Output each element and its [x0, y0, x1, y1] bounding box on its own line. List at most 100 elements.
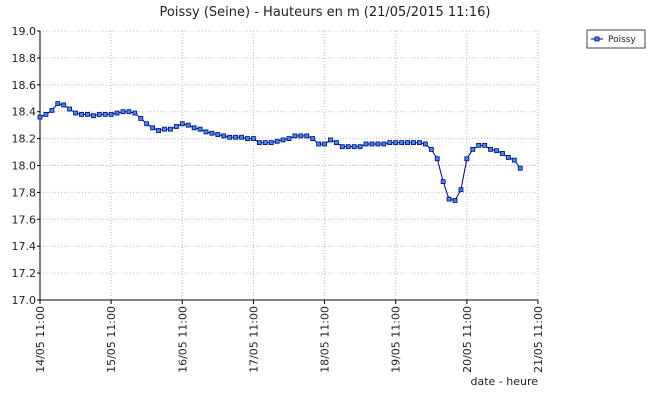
y-tick-label: 17.0 [12, 294, 37, 307]
data-point [138, 116, 144, 121]
data-point [488, 146, 493, 152]
data-point [245, 136, 250, 142]
data-point [334, 140, 339, 146]
data-point [73, 110, 78, 116]
data-point [369, 141, 375, 147]
data-point [156, 128, 161, 133]
data-point [227, 134, 233, 140]
data-point [79, 111, 84, 117]
data-point [37, 114, 43, 120]
data-point [61, 102, 67, 108]
y-tick-label: 17.4 [12, 240, 37, 253]
data-point [440, 179, 446, 185]
data-point [126, 109, 132, 115]
data-point [85, 111, 90, 117]
chart-title: Poissy (Seine) - Hauteurs en m (21/05/20… [160, 5, 491, 20]
data-point [120, 109, 126, 115]
data-point [144, 121, 150, 127]
data-point [345, 144, 351, 150]
data-point [203, 129, 209, 135]
data-point [375, 141, 381, 147]
data-point [381, 141, 387, 147]
data-point [351, 144, 357, 150]
data-point [209, 130, 215, 136]
y-tick-label: 18.4 [12, 106, 37, 119]
data-point [428, 146, 434, 152]
data-point [411, 140, 416, 146]
x-tick-label: 17/05 11:00 [247, 306, 260, 373]
legend-label: Poissy [608, 35, 636, 45]
data-point [482, 142, 488, 148]
data-point [292, 133, 298, 139]
data-point [464, 156, 470, 162]
x-tick-label: 19/05 11:00 [390, 306, 403, 373]
x-tick-label: 18/05 11:00 [319, 306, 332, 373]
data-point [286, 136, 292, 142]
data-point [399, 140, 405, 146]
data-point [179, 121, 185, 127]
x-axis-label: date - heure [470, 375, 538, 388]
data-point [316, 141, 322, 147]
data-point [49, 107, 55, 113]
y-tick-label: 19.0 [12, 25, 37, 38]
data-point [262, 140, 268, 146]
data-point [132, 110, 138, 116]
data-point [458, 187, 464, 193]
x-tick-label: 14/05 11:00 [34, 306, 47, 373]
data-point [233, 134, 239, 140]
data-point [322, 141, 327, 147]
x-tick-label: 20/05 11:00 [461, 306, 474, 373]
data-point [215, 132, 221, 137]
x-tick-label: 21/05 11:00 [532, 306, 545, 373]
y-tick-label: 17.6 [12, 213, 37, 226]
data-point [363, 141, 369, 147]
data-point [328, 137, 333, 143]
data-point [114, 110, 120, 116]
data-point [339, 144, 345, 150]
data-point [387, 140, 393, 146]
data-point [168, 126, 173, 132]
data-point [393, 140, 399, 146]
data-point [476, 142, 482, 148]
y-tick-label: 17.8 [12, 186, 37, 199]
data-point [55, 101, 61, 107]
data-point [256, 140, 262, 146]
data-point [90, 113, 96, 119]
data-point [43, 111, 49, 117]
legend-box [586, 29, 646, 49]
y-tick-label: 17.2 [12, 267, 37, 280]
legend-marker [594, 36, 600, 42]
data-point [191, 125, 197, 131]
series-line [39, 103, 521, 202]
data-point [434, 156, 440, 162]
data-point [310, 136, 316, 142]
data-point [274, 138, 280, 144]
data-point [505, 155, 511, 160]
data-point [102, 111, 108, 117]
data-point [251, 136, 256, 142]
data-point [162, 126, 167, 132]
data-point [239, 134, 244, 140]
data-point [185, 122, 191, 128]
data-point [422, 141, 428, 147]
x-tick-label: 16/05 11:00 [176, 306, 189, 373]
y-tick-label: 18.0 [12, 160, 37, 173]
data-point [280, 137, 286, 143]
data-point [405, 140, 410, 146]
data-point [108, 111, 114, 117]
data-point [96, 111, 102, 117]
y-tick-label: 18.2 [12, 133, 37, 146]
data-point [197, 126, 203, 132]
data-point [446, 196, 452, 202]
data-point [511, 157, 517, 163]
data-point [500, 150, 505, 156]
data-point [173, 124, 179, 129]
data-point [470, 146, 476, 152]
y-tick-label: 18.6 [12, 79, 37, 92]
data-point [517, 165, 523, 171]
data-point [298, 133, 304, 139]
data-point [417, 140, 422, 146]
data-point [268, 140, 274, 146]
y-tick-label: 18.8 [12, 52, 37, 65]
